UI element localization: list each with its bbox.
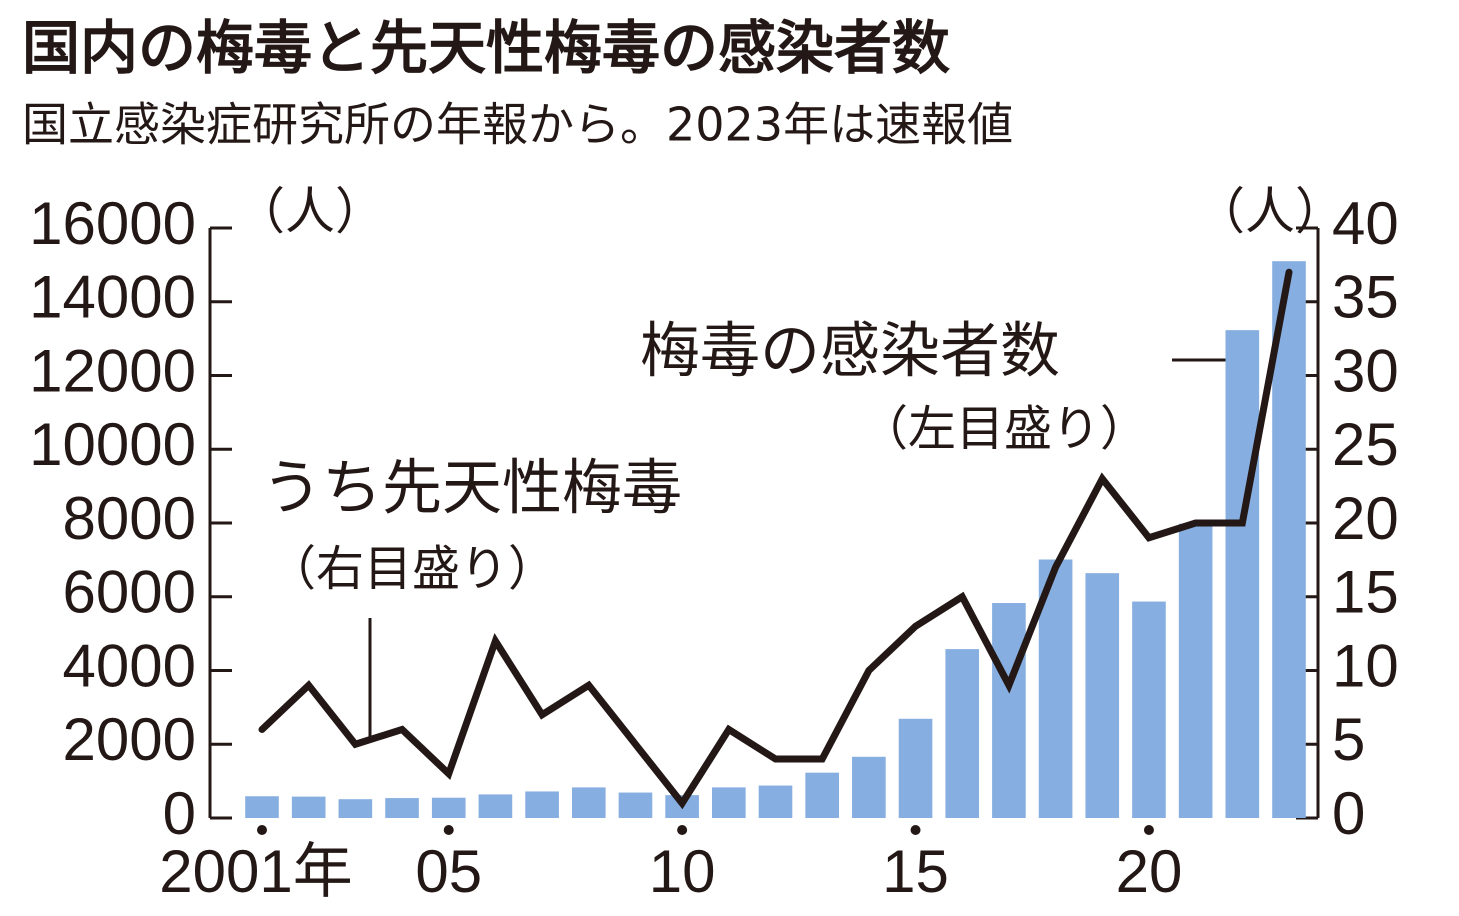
x-tick [1143,825,1154,835]
chart-title: 国内の梅毒と先天性梅毒の感染者数 [22,14,950,82]
x-tick-label: 15 [882,838,949,905]
bar [291,796,326,818]
bar [571,787,606,818]
bar [1132,601,1166,818]
bar [338,799,373,818]
series-label: 梅毒の感染者数 [640,317,1060,387]
bar [758,785,793,818]
y-tick-label: 0 [163,780,196,847]
bar [525,791,559,818]
y-tick-label: 4000 [63,632,196,699]
x-tick-label: 10 [649,838,716,905]
x-tick-label: 2001年 [159,838,352,905]
line [258,268,1293,810]
y-tick-label: 12000 [29,337,196,404]
bar [1178,523,1213,818]
y-tick-label: 16000 [29,190,196,257]
bar [385,798,419,818]
x-tick [257,825,267,835]
x-tick-label: 05 [415,838,482,905]
y2-tick-label: 25 [1332,411,1399,478]
y-tick-label: 8000 [63,485,196,552]
bar [478,794,513,818]
bar [898,718,933,818]
y-tick-label: 10000 [29,411,196,478]
bar [805,772,839,818]
x-tick-label: 20 [1116,838,1183,905]
bar [1272,261,1306,818]
x-tick [443,825,454,835]
y2-tick-label: 30 [1332,337,1399,404]
y2-tick-label: 35 [1332,264,1399,331]
y-tick-label: 2000 [63,706,196,773]
y2-tick-label: 40 [1332,190,1399,257]
y2-tick-label: 10 [1332,632,1399,699]
bar [712,787,746,818]
y2-tick-label: 0 [1332,780,1365,847]
x-tick [677,825,688,835]
bar [1225,330,1260,818]
y-tick-label: 6000 [63,559,196,626]
bar [618,792,653,818]
y-tick-label: 14000 [29,264,196,331]
series-label: うち先天性梅毒 [262,454,682,524]
y2-unit: （人） [1195,183,1345,241]
series-note: （右目盛り） [268,541,556,597]
y2-tick-label: 5 [1332,706,1365,773]
bar [945,649,980,818]
x-tick [910,825,921,835]
bar [245,796,279,818]
y-unit: （人） [235,183,385,241]
y2-tick-label: 20 [1332,485,1399,552]
y2-tick-label: 15 [1332,559,1399,626]
bar [431,797,466,818]
series-note: （左目盛り） [860,401,1148,457]
bar [852,756,886,818]
bar [1085,573,1120,818]
chart-subtitle: 国立感染症研究所の年報から。2023年は速報値 [22,98,1013,152]
bar [992,603,1026,818]
